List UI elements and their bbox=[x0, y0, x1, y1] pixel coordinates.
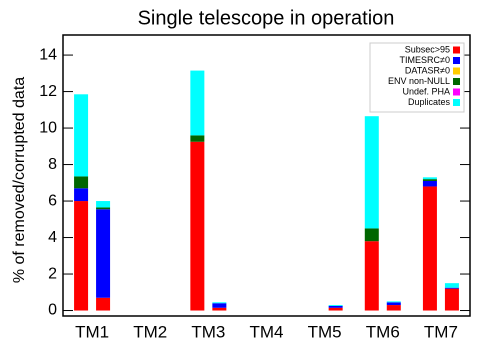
bar-segment bbox=[212, 302, 227, 304]
x-tick-label: TM4 bbox=[250, 322, 284, 341]
bar-segment bbox=[74, 94, 89, 177]
bar-segment bbox=[422, 180, 437, 187]
bar-segment bbox=[328, 305, 343, 306]
bar-segment bbox=[328, 307, 343, 311]
plot-frame bbox=[62, 34, 471, 317]
x-tick-label: TM2 bbox=[133, 322, 167, 341]
bar-segment bbox=[96, 201, 111, 208]
legend-box bbox=[369, 42, 465, 113]
bar-segment bbox=[96, 297, 111, 311]
bar-segment bbox=[386, 301, 401, 303]
legend-swatch bbox=[453, 88, 460, 96]
y-tick-label: 4 bbox=[48, 229, 57, 246]
bar-segment bbox=[364, 228, 379, 242]
legend-label: TIMESRC≠0 bbox=[400, 55, 450, 65]
bar-segment bbox=[96, 207, 111, 210]
bar-segment bbox=[212, 303, 227, 308]
legend-label: Subsec>95 bbox=[405, 44, 450, 54]
bar-segment bbox=[190, 141, 205, 311]
bar-segment bbox=[444, 288, 459, 311]
y-tick-label: 12 bbox=[39, 83, 57, 100]
bar-segment bbox=[364, 241, 379, 311]
bar-segment bbox=[444, 287, 459, 289]
legend-label: Undef. PHA bbox=[402, 86, 450, 96]
y-axis-label: % of removed/corrupted data bbox=[11, 77, 28, 283]
bar-segment bbox=[212, 307, 227, 311]
bar-segment bbox=[422, 186, 437, 311]
legend-label: DATASR≠0 bbox=[405, 65, 450, 75]
bar-segment bbox=[74, 176, 89, 189]
chart-title: Single telescope in operation bbox=[138, 7, 395, 29]
y-tick-label: 2 bbox=[48, 265, 57, 282]
legend-swatch bbox=[453, 78, 460, 85]
x-tick-label: TM6 bbox=[366, 322, 400, 341]
bar-segment bbox=[386, 305, 401, 311]
legend-swatch bbox=[453, 46, 460, 54]
x-tick-label: TM1 bbox=[75, 322, 109, 341]
legend-label: ENV non-NULL bbox=[388, 76, 450, 86]
bar-segment bbox=[74, 201, 89, 311]
bar-segment bbox=[96, 209, 111, 298]
y-tick-label: 8 bbox=[48, 156, 57, 173]
y-tick-label: 14 bbox=[39, 46, 57, 63]
y-tick-label: 6 bbox=[48, 192, 57, 209]
bar-segment bbox=[422, 179, 437, 181]
legend-swatch bbox=[453, 67, 460, 75]
bar-segment bbox=[190, 70, 205, 136]
x-tick-label: TM3 bbox=[191, 322, 225, 341]
x-tick-label: TM5 bbox=[308, 322, 342, 341]
bar-segment bbox=[190, 135, 205, 142]
bar-segment bbox=[444, 283, 459, 288]
bar-segment bbox=[364, 116, 379, 229]
legend-swatch bbox=[453, 57, 460, 64]
x-tick-label: TM7 bbox=[424, 322, 458, 341]
legend-label: Duplicates bbox=[408, 97, 451, 107]
bar-segment bbox=[386, 302, 401, 306]
legend-swatch bbox=[453, 99, 460, 106]
y-tick-label: 10 bbox=[39, 119, 57, 136]
bar-segment bbox=[74, 188, 89, 202]
y-tick-label: 0 bbox=[48, 302, 57, 319]
bar-segment bbox=[328, 305, 343, 308]
bar-segment bbox=[422, 177, 437, 180]
